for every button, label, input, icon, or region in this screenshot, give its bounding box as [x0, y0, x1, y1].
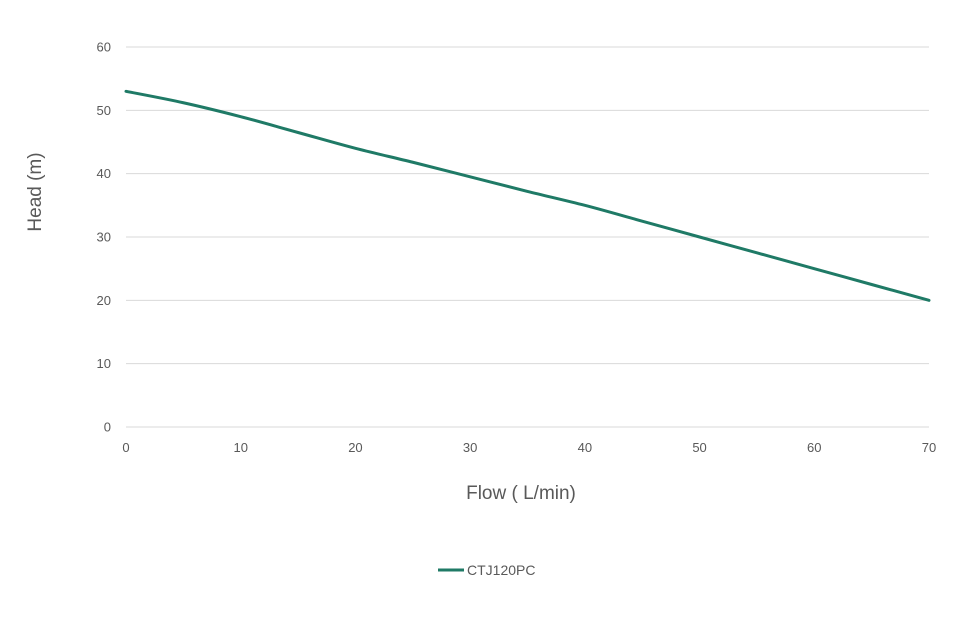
x-tick-label: 50	[692, 440, 706, 455]
x-tick-label: 60	[807, 440, 821, 455]
y-tick-label: 40	[97, 166, 111, 181]
x-axis-ticks: 0 10 20 30 40 50 60 70	[122, 440, 936, 455]
y-tick-label: 20	[97, 293, 111, 308]
x-tick-label: 30	[463, 440, 477, 455]
y-axis-ticks: 0 10 20 30 40 50 60	[97, 40, 111, 435]
y-axis-title: Head (m)	[25, 152, 46, 231]
x-axis-title: Flow ( L/min)	[466, 483, 576, 504]
legend: CTJ120PC	[438, 562, 535, 578]
series-line-0	[124, 89, 931, 302]
y-tick-label: 30	[97, 230, 111, 245]
x-tick-label: 0	[122, 440, 129, 455]
y-tick-label: 60	[97, 40, 111, 55]
x-tick-label: 20	[348, 440, 362, 455]
y-tick-label: 50	[97, 103, 111, 118]
x-tick-label: 70	[922, 440, 936, 455]
gridlines	[126, 46, 929, 428]
x-tick-label: 40	[578, 440, 592, 455]
y-tick-label: 10	[97, 356, 111, 371]
x-tick-label: 10	[233, 440, 247, 455]
y-tick-label: 0	[104, 420, 111, 435]
legend-label: CTJ120PC	[467, 562, 535, 578]
series-lines	[124, 89, 931, 302]
